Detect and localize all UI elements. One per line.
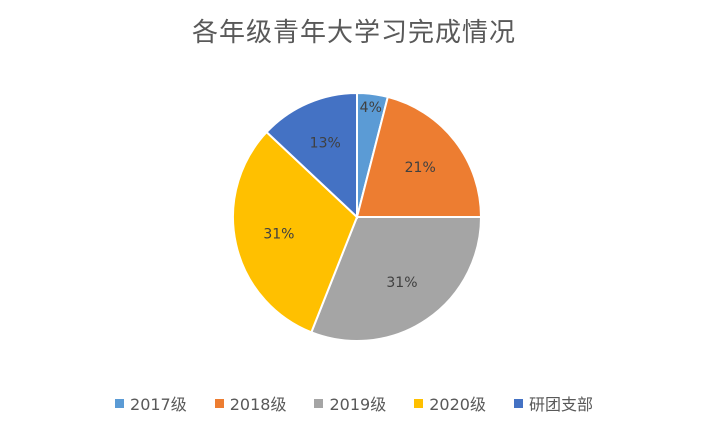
data-label-1: 4% xyxy=(360,100,382,116)
legend-swatch xyxy=(214,398,224,408)
legend-label: 2017级 xyxy=(130,395,187,414)
legend-label: 2019级 xyxy=(329,395,387,414)
legend-label: 研团支部 xyxy=(528,395,593,414)
legend-swatch xyxy=(115,398,125,408)
legend-item-5: 研团支部 xyxy=(513,391,593,415)
chart-title: 各年级青年大学习完成情况 xyxy=(191,18,516,48)
data-label-2: 21% xyxy=(405,160,436,176)
legend-item-3: 2019级 xyxy=(314,391,386,415)
pie-slice-5 xyxy=(265,91,358,220)
data-label-3: 31% xyxy=(386,275,417,291)
legend-label: 2020级 xyxy=(429,395,486,414)
legend-label: 2018级 xyxy=(229,395,287,414)
legend-swatch xyxy=(314,398,324,408)
legend-swatch xyxy=(414,398,424,408)
chart-legend: 2017级 2018级 2019级 2020级 研团支部 xyxy=(0,391,708,415)
legend-item-2: 2018级 xyxy=(214,391,287,415)
pie-slice-3 xyxy=(310,216,483,342)
legend-swatch xyxy=(513,398,523,408)
pie-slice-2 xyxy=(355,95,483,218)
legend-item-1: 2017级 xyxy=(115,391,187,415)
data-label-5: 13% xyxy=(310,136,341,152)
pie-slices xyxy=(232,91,483,342)
legend-item-4: 2020级 xyxy=(414,391,486,415)
pie-labels: 4% 21% 31% 31% 13% xyxy=(263,100,435,291)
pie-slice-4 xyxy=(232,130,359,334)
data-label-4: 31% xyxy=(263,226,294,242)
